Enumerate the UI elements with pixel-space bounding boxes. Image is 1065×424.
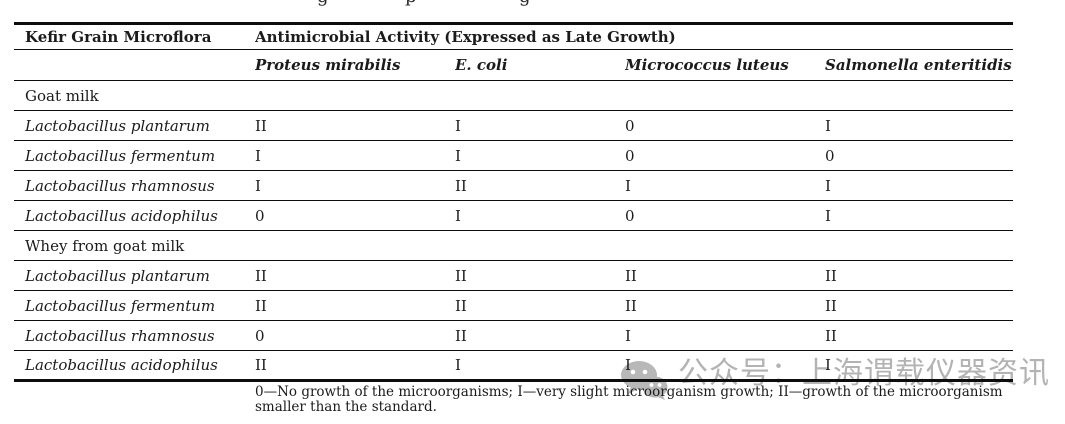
value-cell: I bbox=[455, 140, 625, 171]
value-cell: I bbox=[455, 350, 625, 381]
caption-descender: p bbox=[405, 0, 417, 6]
value-cell: II bbox=[455, 170, 625, 201]
col-header-salmonella-enteritidis: Salmonella enteritidis bbox=[825, 49, 1013, 81]
value-cell: 0 bbox=[825, 140, 1013, 171]
table-header-row: Kefir Grain Microflora Antimicrobial Act… bbox=[14, 24, 1013, 50]
value-cell: II bbox=[255, 350, 455, 381]
value-cell: II bbox=[255, 290, 455, 321]
value-cell: I bbox=[825, 110, 1013, 141]
species-cell: Lactobacillus acidophilus bbox=[14, 200, 255, 231]
species-cell: Lactobacillus plantarum bbox=[14, 260, 255, 291]
table-row: Lactobacillus rhamnosus I II I I bbox=[14, 170, 1013, 201]
value-cell: II bbox=[455, 320, 625, 351]
table-row: Lactobacillus fermentum I I 0 0 bbox=[14, 140, 1013, 171]
col-header-e-coli: E. coli bbox=[455, 49, 625, 81]
value-cell: II bbox=[455, 260, 625, 291]
table-row: Lactobacillus acidophilus 0 I 0 I bbox=[14, 200, 1013, 231]
table-row: Lactobacillus plantarum II II II II bbox=[14, 260, 1013, 291]
value-cell: 0 bbox=[255, 200, 455, 231]
col-header-kefir-grain-microflora: Kefir Grain Microflora bbox=[25, 28, 212, 46]
species-cell: Lactobacillus rhamnosus bbox=[14, 320, 255, 351]
value-cell: 0 bbox=[625, 110, 825, 141]
section-row-goat-milk: Goat milk bbox=[14, 80, 1013, 111]
value-cell: I bbox=[825, 350, 1013, 381]
table-row: Lactobacillus rhamnosus 0 II I II bbox=[14, 320, 1013, 351]
value-cell: II bbox=[825, 290, 1013, 321]
table-row: Lactobacillus fermentum II II II II bbox=[14, 290, 1013, 321]
value-cell: I bbox=[625, 350, 825, 381]
empty-header-cell bbox=[14, 49, 255, 81]
clipped-caption-fragment: g p g bbox=[0, 0, 1065, 6]
table-footnote-line1: 0—No growth of the microorganisms; I—ver… bbox=[255, 384, 1003, 400]
value-cell: II bbox=[625, 260, 825, 291]
species-cell: Lactobacillus rhamnosus bbox=[14, 170, 255, 201]
species-cell: Lactobacillus acidophilus bbox=[14, 350, 255, 381]
value-cell: 0 bbox=[625, 140, 825, 171]
value-cell: I bbox=[255, 170, 455, 201]
value-cell: I bbox=[825, 200, 1013, 231]
value-cell: 0 bbox=[255, 320, 455, 351]
col-header-proteus-mirabilis: Proteus mirabilis bbox=[255, 49, 455, 81]
table-row: Lactobacillus acidophilus II I I I bbox=[14, 350, 1013, 381]
table-footnote: 0—No growth of the microorganisms; I—ver… bbox=[255, 385, 1045, 414]
table-footnote-line2: smaller than the standard. bbox=[255, 398, 437, 415]
group-header-antimicrobial-activity: Antimicrobial Activity (Expressed as Lat… bbox=[255, 28, 676, 46]
value-cell: II bbox=[625, 290, 825, 321]
value-cell: 0 bbox=[625, 200, 825, 231]
value-cell: II bbox=[825, 260, 1013, 291]
species-cell: Lactobacillus plantarum bbox=[14, 110, 255, 141]
value-cell: II bbox=[255, 110, 455, 141]
table-row: Lactobacillus plantarum II I 0 I bbox=[14, 110, 1013, 141]
value-cell: II bbox=[455, 290, 625, 321]
species-cell: Lactobacillus fermentum bbox=[14, 290, 255, 321]
value-cell: I bbox=[625, 170, 825, 201]
species-cell: Lactobacillus fermentum bbox=[14, 140, 255, 171]
table-subheader-row: Proteus mirabilis E. coli Micrococcus lu… bbox=[14, 49, 1013, 81]
value-cell: I bbox=[455, 200, 625, 231]
value-cell: I bbox=[455, 110, 625, 141]
caption-descender: g bbox=[317, 0, 329, 6]
col-header-micrococcus-luteus: Micrococcus luteus bbox=[625, 49, 825, 81]
section-label: Goat milk bbox=[14, 80, 1013, 111]
section-label: Whey from goat milk bbox=[14, 230, 1013, 261]
section-row-whey-from-goat-milk: Whey from goat milk bbox=[14, 230, 1013, 261]
value-cell: I bbox=[255, 140, 455, 171]
value-cell: II bbox=[255, 260, 455, 291]
value-cell: I bbox=[825, 170, 1013, 201]
caption-descender: g bbox=[519, 0, 531, 6]
value-cell: I bbox=[625, 320, 825, 351]
antimicrobial-activity-table: Kefir Grain Microflora Antimicrobial Act… bbox=[14, 22, 1013, 382]
value-cell: II bbox=[825, 320, 1013, 351]
